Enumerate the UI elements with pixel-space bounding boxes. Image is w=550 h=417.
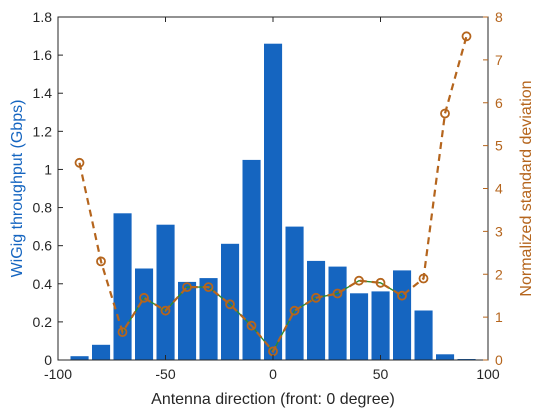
std-deviation-series: [74, 31, 472, 357]
std-deviation-point: [225, 299, 235, 310]
bar: [199, 278, 218, 360]
std-deviation-point: [117, 327, 128, 338]
y-left-tick-label: 1.4: [33, 85, 53, 101]
tick-marks: [57, 16, 489, 361]
y-right-tick-label: 1: [495, 309, 503, 325]
std-deviation-point: [289, 305, 300, 316]
y-axis-right-title: Normalized standard deviation: [518, 80, 535, 296]
bar-series: [70, 43, 476, 360]
bar: [178, 281, 197, 360]
std-deviation-point: [182, 282, 192, 293]
std-deviation-point: [332, 288, 343, 299]
y-left-tick-label: 0.6: [33, 238, 53, 254]
std-deviation-point: [397, 290, 407, 301]
std-deviation-point: [203, 282, 214, 293]
std-deviation-point: [418, 273, 429, 284]
y-right-tick-label: 7: [495, 52, 503, 68]
y-axis-left-title: WiGig throughput (Gbps): [9, 100, 26, 278]
x-tick-label: 100: [476, 366, 500, 382]
std-deviation-point: [311, 292, 321, 303]
bar: [414, 310, 433, 360]
std-deviation-point: [246, 320, 257, 331]
std-deviation-point: [354, 275, 364, 286]
bar: [242, 159, 261, 360]
std-deviation-point: [139, 292, 149, 303]
y-right-tick-label: 4: [495, 181, 503, 197]
bar: [350, 293, 369, 360]
y-right-tick-label: 6: [495, 95, 503, 111]
bar: [70, 356, 89, 360]
x-tick-label: 0: [269, 366, 277, 382]
y-left-tick-label: 0: [44, 352, 52, 368]
std-deviation-point: [440, 108, 450, 119]
y-left-tick-label: 0.8: [33, 200, 53, 216]
x-axis-title: Antenna direction (front: 0 degree): [151, 391, 395, 408]
std-deviation-point: [74, 157, 85, 168]
bar: [371, 291, 390, 360]
std-deviation-line: [78, 36, 468, 354]
x-tick-label: 50: [373, 366, 389, 382]
std-deviation-point: [160, 305, 171, 316]
bar: [264, 43, 283, 360]
bar: [436, 354, 455, 360]
bar: [135, 268, 154, 360]
y-left-tick-label: 0.4: [33, 276, 53, 292]
bar: [92, 344, 111, 360]
y-right-tick-label: 3: [495, 223, 503, 239]
tick-labels: -100 -50 0 50 10000.20.40.60.811.21.41.61.80…: [33, 9, 503, 382]
std-deviation-point: [375, 277, 386, 288]
y-left-tick-label: 0.2: [33, 314, 53, 330]
bar: [113, 213, 132, 360]
bar: [221, 243, 240, 360]
x-tick-label: -100: [44, 366, 72, 382]
y-left-tick-label: 1.6: [33, 47, 53, 63]
y-left-tick-label: 1.8: [33, 9, 53, 25]
y-right-tick-label: 0: [495, 352, 503, 368]
bar: [285, 226, 304, 360]
y-left-tick-label: 1: [44, 161, 52, 177]
x-tick-label: -50: [155, 366, 175, 382]
bar: [156, 224, 175, 360]
bar: [393, 270, 412, 360]
bar: [328, 266, 347, 360]
bar: [307, 260, 326, 360]
y-left-tick-label: 1.2: [33, 123, 53, 139]
std-deviation-point: [461, 31, 472, 42]
y-right-tick-label: 2: [495, 266, 503, 282]
y-right-tick-label: 8: [495, 9, 503, 25]
std-deviation-point: [96, 256, 106, 267]
y-right-tick-label: 5: [495, 138, 503, 154]
